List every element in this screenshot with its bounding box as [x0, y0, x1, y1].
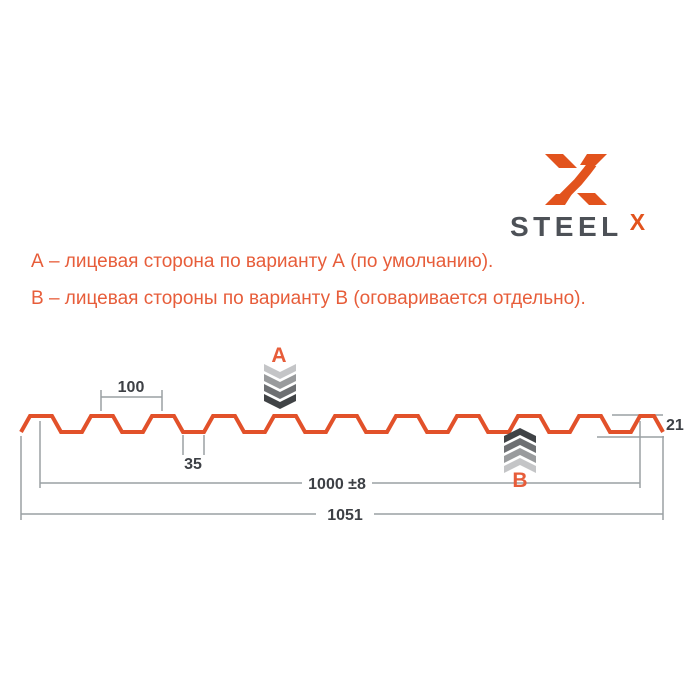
- x-icon-middle-band: [557, 160, 597, 203]
- dimension-cover-width-label: 1000 ±8: [308, 476, 366, 493]
- dimension-rib-bottom-label: 35: [184, 456, 202, 473]
- dimension-cover-width: 1000 ±8: [39, 421, 641, 493]
- chevron-down-icon: [264, 364, 296, 409]
- dimension-rib-pitch: 100: [100, 379, 163, 411]
- logo-wordmark: STEEL X: [510, 209, 646, 242]
- marker-a: A: [264, 344, 296, 409]
- dimension-overall-width-label: 1051: [327, 507, 363, 524]
- x-icon-arms: [545, 154, 607, 205]
- legend-line-variant-b: В – лицевая стороны по варианту В (огова…: [31, 288, 586, 309]
- chevron-up-icon: [504, 428, 536, 473]
- dimension-rib-bottom: 35: [182, 435, 205, 473]
- marker-a-label: A: [271, 344, 286, 367]
- brand-name: STEEL: [510, 211, 623, 242]
- marker-b: B: [504, 428, 536, 492]
- legend-line-variant-a: А – лицевая сторона по варианту А (по ум…: [31, 251, 494, 272]
- dimension-overall-width: 1051: [20, 436, 664, 524]
- steelx-logo-x-icon: [545, 154, 607, 205]
- dimension-profile-height-label: 21: [666, 417, 684, 434]
- marker-b-label: B: [512, 469, 527, 492]
- dimension-rib-pitch-label: 100: [118, 379, 145, 396]
- brand-suffix-x: X: [629, 209, 646, 235]
- sheet-profile-outline: [19, 414, 665, 434]
